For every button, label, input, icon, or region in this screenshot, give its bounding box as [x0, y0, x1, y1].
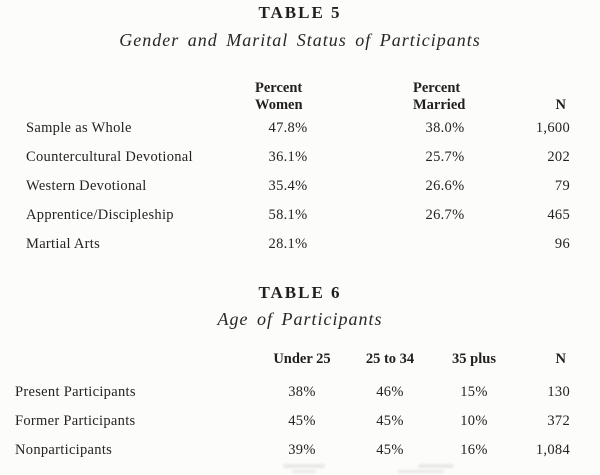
cell-percent-women: 35.4%	[268, 178, 308, 194]
table6-body: Present Participants 38% 46% 15% 130 For…	[0, 378, 570, 465]
cell-n: 1,600	[535, 120, 570, 136]
cell-35-plus: 10%	[460, 413, 488, 429]
table6-column-header-25-to-34: 25 to 34	[365, 351, 415, 367]
cell-under-25: 45%	[288, 413, 316, 429]
table-row-label: Western Devotional	[26, 178, 147, 194]
table5-column-header-percent-women: Percent Women	[255, 80, 303, 113]
table6-title: TABLE 6	[258, 283, 342, 302]
cell-under-25: 38%	[288, 384, 316, 400]
cell-n: 79	[554, 178, 570, 194]
cell-n: 372	[547, 413, 570, 429]
table6-header-row: Under 25 25 to 34 35 plus N	[0, 351, 570, 368]
cell-35-plus: 16%	[460, 442, 488, 458]
table5-title: TABLE 5	[258, 3, 342, 22]
scan-artifact	[283, 464, 325, 468]
cell-n: 96	[554, 236, 570, 252]
table5-column-header-percent-married: Percent Married	[413, 80, 466, 113]
cell-percent-women: 47.8%	[268, 120, 308, 136]
cell-under-25: 39%	[288, 442, 316, 458]
cell-percent-married: 25.7%	[425, 149, 465, 165]
cell-percent-married: 26.7%	[425, 207, 465, 223]
cell-n: 465	[547, 207, 570, 223]
table5-body: Sample as Whole 47.8% 38.0% 1,600 Counte…	[0, 114, 570, 259]
table6-column-header-n: N	[555, 351, 566, 367]
cell-percent-married	[407, 230, 483, 259]
scan-artifact	[398, 470, 444, 473]
table6-column-header-under-25: Under 25	[273, 351, 331, 367]
table5-subtitle: Gender and Marital Status of Participant…	[119, 30, 481, 50]
table6-column-header-35-plus: 35 plus	[452, 351, 496, 367]
cell-n: 130	[547, 384, 570, 400]
cell-percent-married: 26.6%	[425, 178, 465, 194]
cell-25-to-34: 45%	[376, 442, 404, 458]
table-row-label: Apprentice/Discipleship	[26, 207, 174, 223]
cell-percent-women: 28.1%	[268, 236, 308, 252]
cell-n: 202	[547, 149, 570, 165]
cell-25-to-34: 45%	[376, 413, 404, 429]
cell-n: 1,084	[535, 442, 570, 458]
cell-25-to-34: 46%	[376, 384, 404, 400]
table5-column-header-n: N	[555, 97, 566, 113]
scan-artifact	[292, 470, 316, 473]
table-row-label: Present Participants	[15, 384, 136, 400]
table-row-label: Former Participants	[15, 413, 136, 429]
table-row-label: Sample as Whole	[26, 120, 132, 136]
cell-percent-married: 38.0%	[425, 120, 465, 136]
scan-artifact	[418, 464, 454, 468]
table-row-label: Martial Arts	[26, 236, 101, 252]
table-row-label: Nonparticipants	[15, 442, 113, 458]
cell-35-plus: 15%	[460, 384, 488, 400]
table6-subtitle: Age of Participants	[217, 309, 383, 329]
cell-percent-women: 36.1%	[268, 149, 308, 165]
table-row-label: Countercultural Devotional	[26, 149, 193, 165]
cell-percent-women: 58.1%	[268, 207, 308, 223]
table5-header-row: Percent Women Percent Married N	[0, 80, 570, 114]
